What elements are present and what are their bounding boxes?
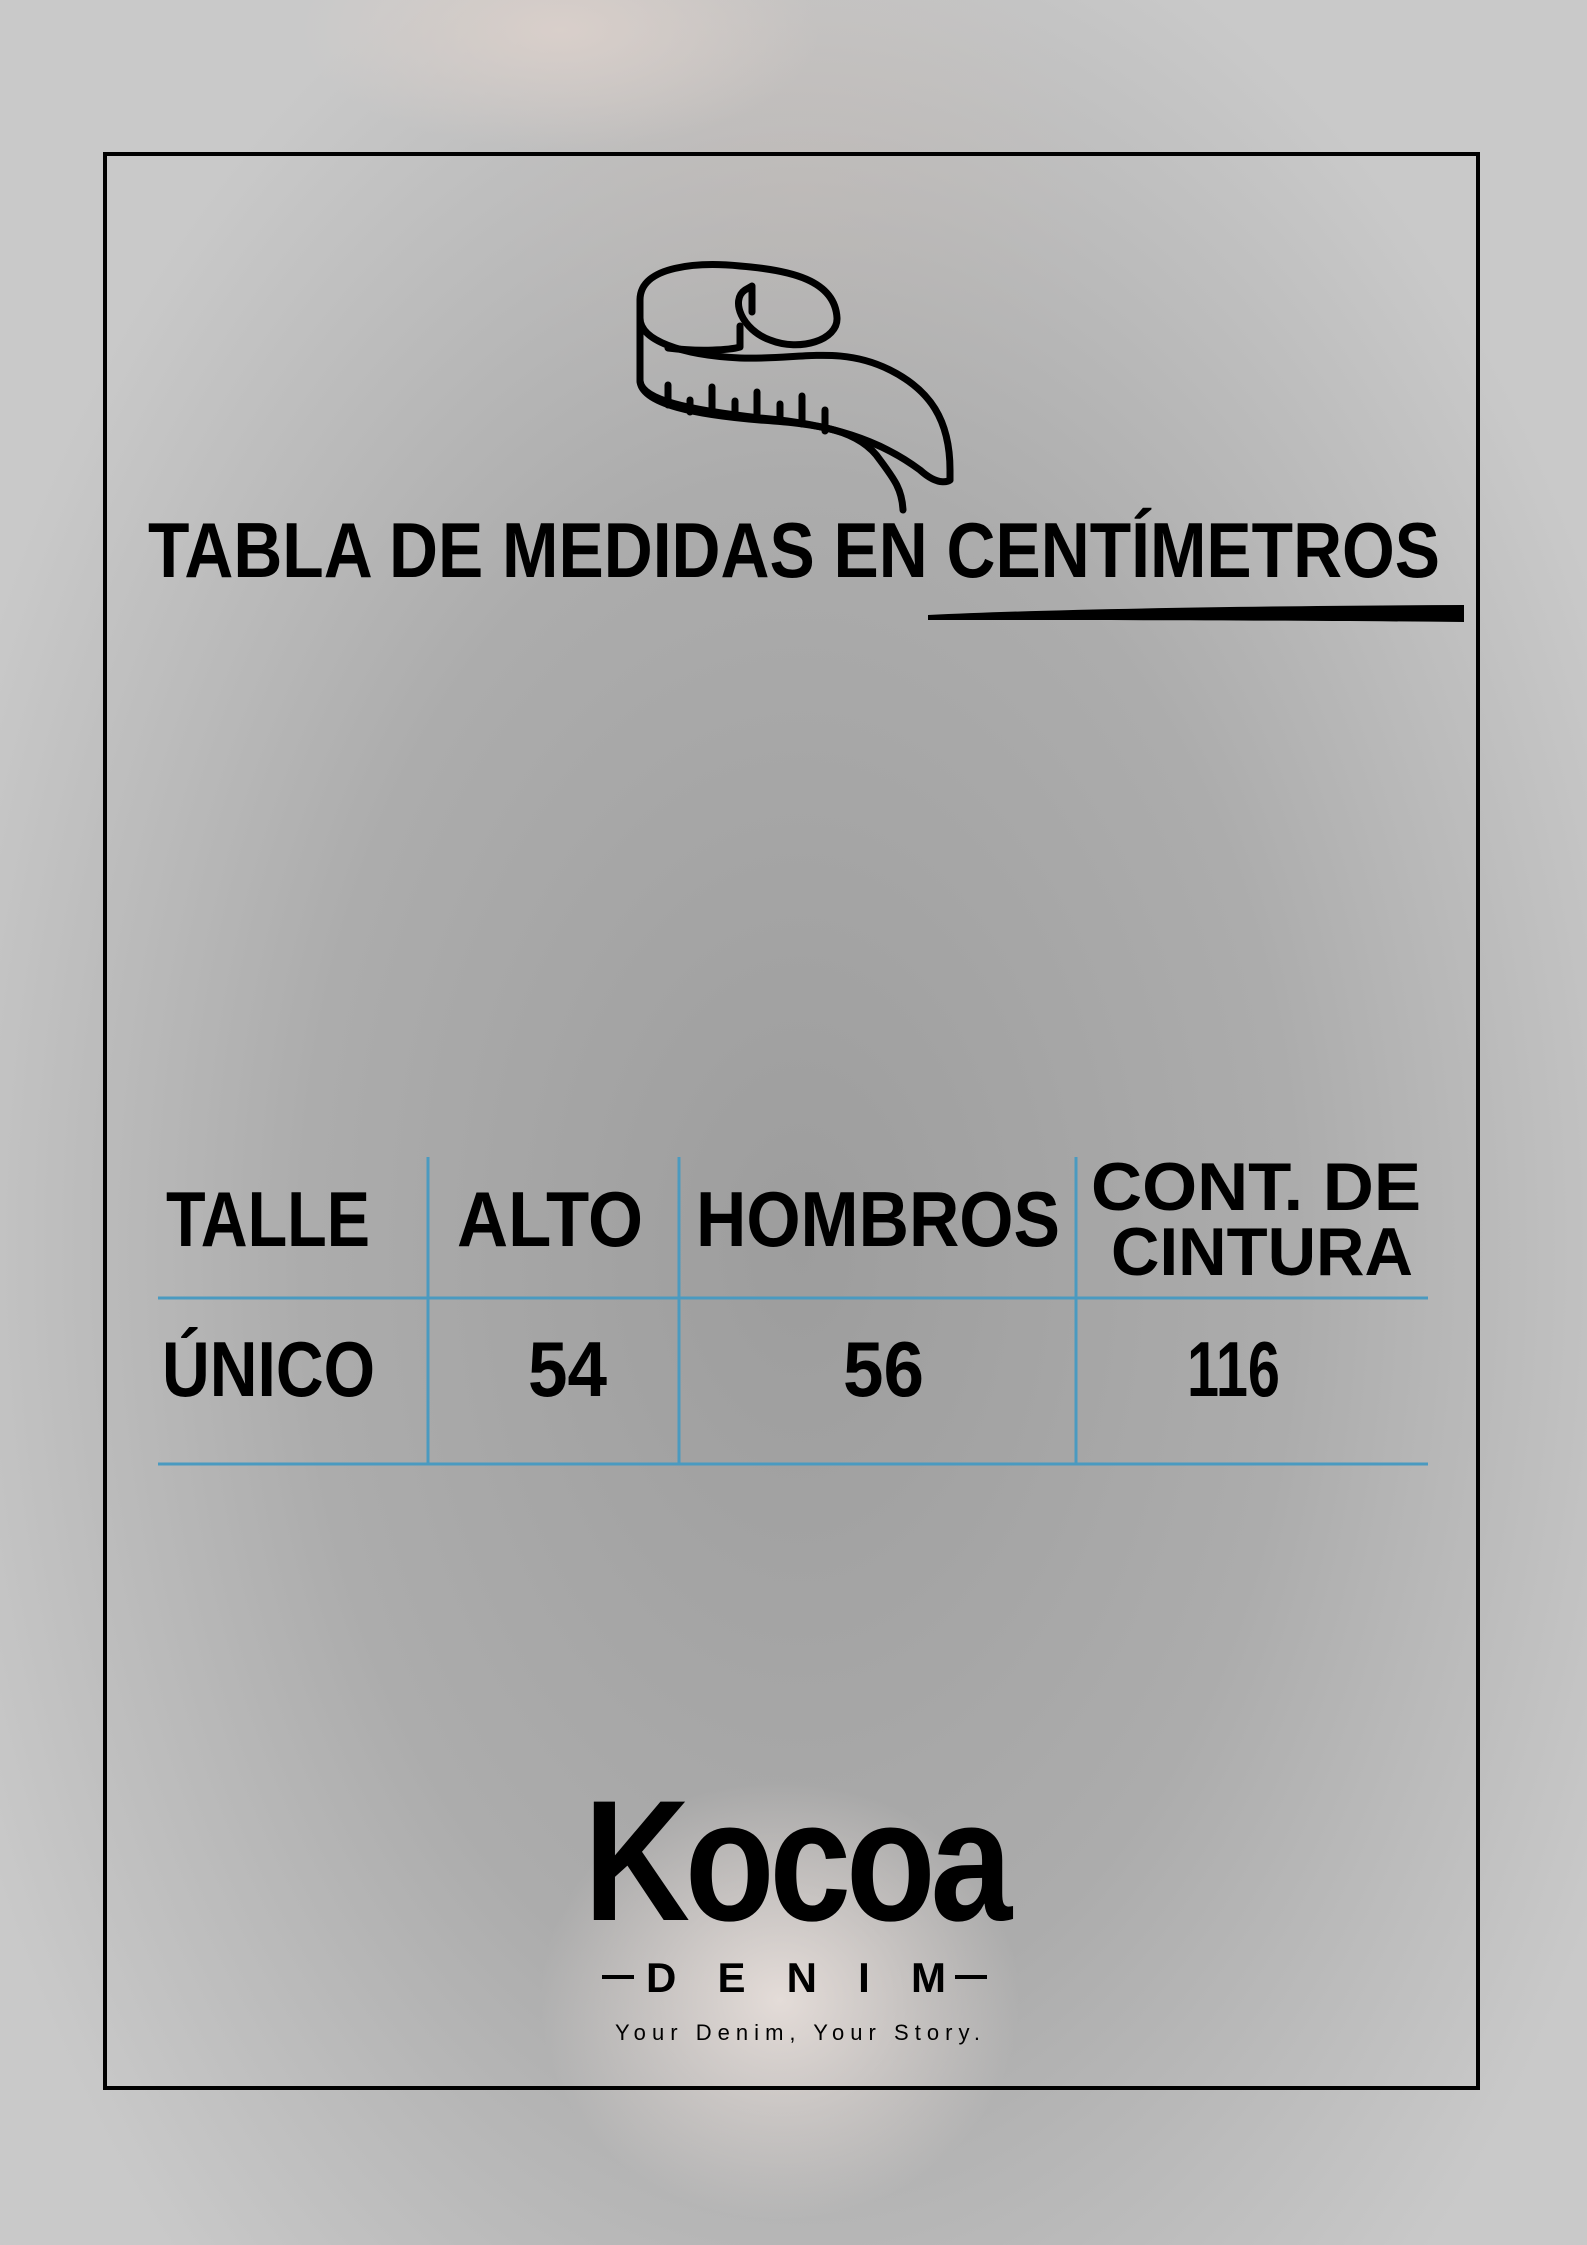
brand-tagline: Your Denim, Your Story.	[615, 2020, 980, 2045]
cell-alto: 54	[528, 1325, 607, 1413]
brand-sub: DENIM	[646, 1954, 946, 2001]
header-hombros: HOMBROS	[696, 1175, 1060, 1263]
table-grid	[158, 1157, 1428, 1466]
header-cont-de: CONT. DE	[1091, 1149, 1421, 1225]
brand-name: Kocoa	[584, 1765, 1013, 1957]
header-alto: ALTO	[457, 1175, 643, 1263]
title-underline-brush	[928, 605, 1464, 622]
header-cintura: CINTURA	[1111, 1214, 1413, 1290]
cell-cintura: 116	[1187, 1325, 1280, 1413]
cell-talle: ÚNICO	[162, 1325, 375, 1413]
header-talle: TALLE	[166, 1175, 370, 1263]
brand-logo: Kocoa DENIM Your Denim, Your Story.	[584, 1765, 1019, 2045]
page-title: TABLA DE MEDIDAS EN CENTÍMETROS	[148, 506, 1440, 594]
frame-border	[103, 152, 1480, 2090]
cell-hombros: 56	[843, 1325, 924, 1413]
measuring-tape-icon	[636, 261, 954, 514]
